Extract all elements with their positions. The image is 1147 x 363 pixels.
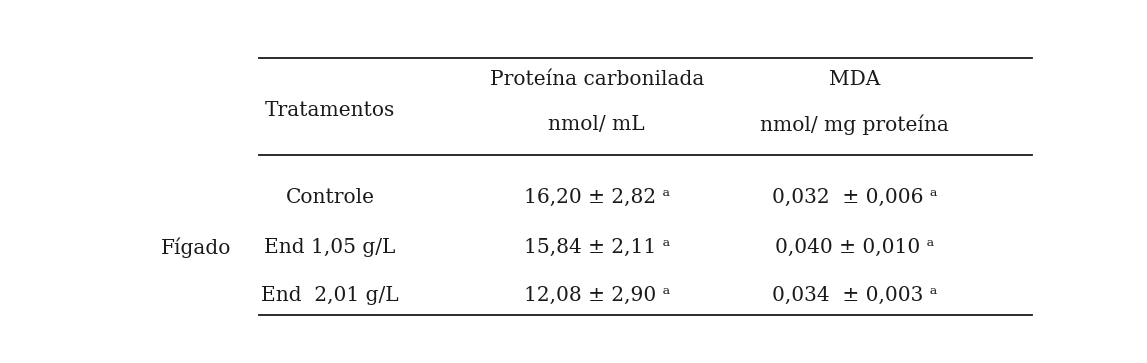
Text: 0,034  ± 0,003 ᵃ: 0,034 ± 0,003 ᵃ — [772, 286, 937, 305]
Text: Fígado: Fígado — [161, 237, 232, 258]
Text: End 1,05 g/L: End 1,05 g/L — [264, 238, 396, 257]
Text: nmol/ mg proteína: nmol/ mg proteína — [760, 114, 949, 135]
Text: Controle: Controle — [286, 188, 375, 207]
Text: MDA: MDA — [829, 70, 880, 89]
Text: nmol/ mL: nmol/ mL — [548, 115, 645, 134]
Text: 0,032  ± 0,006 ᵃ: 0,032 ± 0,006 ᵃ — [772, 188, 937, 207]
Text: 12,08 ± 2,90 ᵃ: 12,08 ± 2,90 ᵃ — [523, 286, 670, 305]
Text: End  2,01 g/L: End 2,01 g/L — [262, 286, 399, 305]
Text: Proteína carbonilada: Proteína carbonilada — [490, 70, 704, 89]
Text: 0,040 ± 0,010 ᵃ: 0,040 ± 0,010 ᵃ — [775, 238, 934, 257]
Text: 16,20 ± 2,82 ᵃ: 16,20 ± 2,82 ᵃ — [523, 188, 670, 207]
Text: Tratamentos: Tratamentos — [265, 101, 396, 120]
Text: 15,84 ± 2,11 ᵃ: 15,84 ± 2,11 ᵃ — [523, 238, 670, 257]
